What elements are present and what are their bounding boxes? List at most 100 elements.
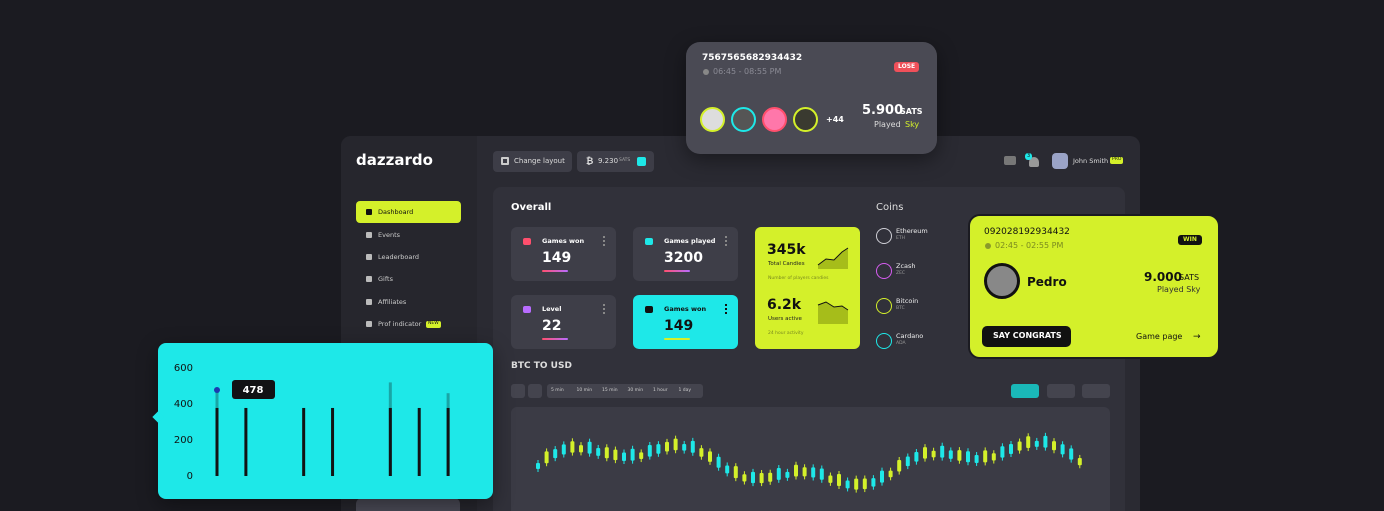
interval-group: 5 min 10 min 15 min 30 min 1 hour 1 day (547, 384, 703, 398)
game-id: 7567565682934432 (702, 53, 803, 63)
coin-icon (876, 298, 892, 314)
button-label: SAY CONGRATS (993, 331, 1062, 340)
player-avatar (731, 107, 756, 132)
menu-icon (366, 321, 372, 327)
menu-item[interactable]: Affiliates (356, 291, 461, 313)
next-button[interactable] (528, 384, 542, 398)
coin-symbol: ETH (896, 236, 905, 241)
menu-item[interactable]: Prof indicator NEW (356, 313, 461, 335)
balance: 9.230 (598, 157, 619, 165)
candle (768, 472, 773, 482)
card-label: Games won (542, 237, 585, 245)
candle (561, 444, 566, 455)
candle (725, 465, 730, 474)
card-menu[interactable] (603, 236, 605, 246)
played-game: Sky (905, 120, 920, 129)
chat-icon[interactable] (1004, 156, 1016, 165)
candle (1034, 440, 1039, 447)
bar (388, 407, 392, 476)
prev-button[interactable] (511, 384, 525, 398)
more-button[interactable] (1082, 384, 1110, 398)
player-avatar (984, 263, 1020, 299)
menu-item[interactable]: Dashboard (356, 201, 461, 223)
candle (940, 445, 945, 458)
coin-symbol: BTC (896, 306, 905, 311)
candle (880, 470, 884, 483)
candle (639, 452, 644, 460)
arrow-icon: → (1193, 332, 1201, 342)
candle (1052, 441, 1056, 451)
candle (742, 474, 747, 482)
candle (1009, 443, 1013, 455)
highlight-dot (214, 386, 220, 393)
played-label: Played (874, 120, 901, 129)
candle (630, 448, 635, 461)
candle (544, 451, 549, 464)
interval-button[interactable]: 10 min (576, 387, 593, 393)
interval-button[interactable]: 5 min (551, 387, 564, 393)
card-value: 149 (664, 318, 694, 334)
stat-card: Level 22 (511, 295, 616, 349)
add-icon (637, 157, 646, 166)
balance-button[interactable]: ₿ 9.230 SATS (577, 151, 654, 172)
card-label: Games played (664, 237, 716, 245)
interval-button[interactable]: 1 hour (653, 387, 668, 393)
stat-value: 345k (767, 242, 806, 258)
menu-item[interactable]: Gifts (356, 268, 461, 290)
coin-symbol: ADA (896, 341, 906, 346)
amount-unit: SATS (1179, 273, 1200, 282)
candle (716, 456, 721, 468)
menu-item[interactable]: Leaderboard (356, 246, 461, 268)
clock-icon (703, 69, 709, 75)
overall-title: Overall (511, 202, 552, 213)
menu-item[interactable]: Events (356, 224, 461, 246)
coins-title: Coins (876, 202, 904, 213)
more-players: +44 (826, 115, 844, 124)
menu-label: Leaderboard (378, 253, 420, 261)
candies-card: 345k Total Candies Number of players candi… (755, 227, 860, 349)
candle (1069, 448, 1074, 460)
candle (819, 468, 824, 480)
candle (570, 441, 575, 453)
candle-area (511, 407, 1110, 511)
player-avatar (762, 107, 787, 132)
interval-button[interactable]: 1 day (678, 387, 692, 393)
interval-button[interactable]: 15 min (602, 387, 618, 393)
card-menu[interactable] (603, 304, 605, 314)
candle (673, 438, 678, 451)
card-underline (664, 338, 690, 340)
amount: 9.000 (1144, 270, 1182, 284)
y-tick-label: 600 (174, 363, 193, 374)
game-time: 02:45 - 02:55 PM (995, 241, 1064, 250)
card-menu[interactable] (725, 304, 727, 314)
bell-icon[interactable] (1029, 157, 1039, 167)
candle (536, 463, 540, 469)
menu-icon (366, 209, 372, 215)
amount: 5.900 (862, 103, 904, 118)
stat-card: Games won 149 (633, 295, 738, 349)
user-avatar[interactable] (1052, 153, 1068, 169)
congrats-button[interactable]: SAY CONGRATS (982, 326, 1071, 347)
bar (244, 407, 248, 476)
card-menu[interactable] (725, 236, 727, 246)
coin-icon (876, 263, 892, 279)
candle (1017, 441, 1022, 451)
game-page-link[interactable]: Game page (1136, 332, 1183, 341)
interval-button[interactable]: 30 min (627, 387, 644, 393)
user-name[interactable]: John Smith (1073, 157, 1109, 165)
candle (682, 443, 687, 451)
bar-view-button[interactable] (1047, 384, 1075, 398)
change-layout-button[interactable]: Change layout (493, 151, 572, 172)
candle (1077, 457, 1082, 466)
lose-card: 7567565682934432 06:45 - 08:55 PM LOSE +44 5… (686, 42, 937, 154)
stat-card: Games played 3200 (633, 227, 738, 281)
result-badge: WIN (1178, 235, 1202, 245)
layout-icon (501, 157, 509, 165)
candle (854, 478, 859, 490)
card-icon (523, 238, 531, 245)
stat-label: Total Candies (768, 261, 805, 267)
candle-view-button[interactable] (1011, 384, 1039, 398)
coin-icon (876, 333, 892, 349)
stat-card: Games won 149 (511, 227, 616, 281)
